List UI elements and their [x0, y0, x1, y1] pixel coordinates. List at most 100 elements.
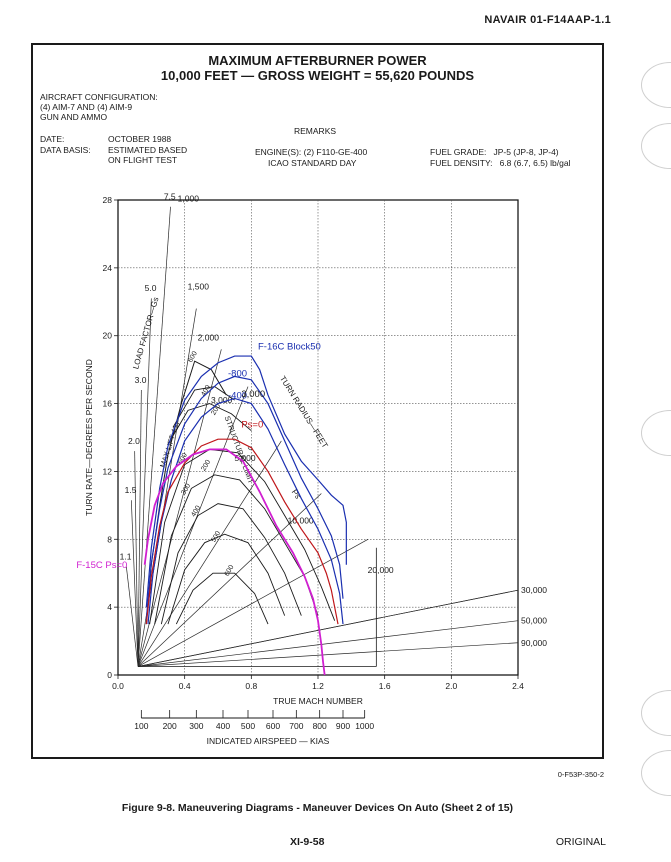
ps-value-label: 400 [170, 421, 182, 435]
turn-radius-line [137, 440, 282, 667]
turn-radius-label: 1,000 [178, 193, 200, 203]
turn-radius-line [137, 642, 519, 667]
ps-contour [154, 474, 319, 625]
aircraft-config-line1: (4) AIM-7 AND (4) AIM-9 [40, 102, 133, 112]
fuel-density: FUEL DENSITY: 6.8 (6.7, 6.5) lb/gal [430, 158, 571, 168]
load-factor-title: LOAD FACTOR—Gs [131, 296, 160, 370]
series-line [143, 448, 326, 676]
turn-radius-label: 20,000 [368, 565, 394, 575]
load-factor-label: 7.5 [164, 192, 176, 202]
chart-annotation: Ps=0 [241, 419, 263, 430]
remarks-label: REMARKS [294, 126, 337, 136]
data-basis-label: DATA BASIS: [40, 145, 91, 155]
ps-value-label: 200 [210, 403, 222, 417]
kias-tick-label: 600 [266, 721, 280, 731]
turn-radius-label: 90,000 [521, 638, 547, 648]
series-line [145, 438, 339, 625]
turn-radius-line [137, 349, 222, 667]
ps-value-label: 300 [180, 482, 192, 496]
figure-id: 0-F53P-350-2 [557, 770, 604, 779]
load-factor-label: 5.0 [145, 283, 157, 293]
turn-radius-line [137, 538, 369, 667]
status-label: ORIGINAL [555, 836, 606, 848]
data-basis-value1: ESTIMATED BASED [108, 145, 188, 155]
series-line [145, 375, 344, 620]
turn-radius-label: 1,500 [188, 282, 210, 292]
x-tick-label: 0.0 [112, 681, 124, 691]
kias-tick-label: 400 [216, 721, 230, 731]
turn-radius-title: TURN RADIUS—FEET [278, 374, 330, 449]
x-tick-label: 2.0 [445, 681, 457, 691]
chart-title-line1: MAXIMUM AFTERBURNER POWER [208, 53, 427, 68]
y-axis-title: TURN RATE—DEGREES PER SECOND [84, 359, 94, 516]
ps-value-label: 400 [200, 384, 212, 398]
load-factor-line [125, 566, 139, 667]
turn-radius-label: 5,000 [234, 453, 256, 463]
x-tick-label: 0.4 [179, 681, 191, 691]
load-factor-label: 3.0 [135, 375, 147, 385]
turn-radius-label: 10,000 [288, 516, 314, 526]
turn-radius-label: 3,000 [211, 395, 233, 405]
turn-radius-label: 50,000 [521, 616, 547, 626]
turn-radius-line [137, 589, 519, 667]
y-tick-label: 24 [103, 263, 113, 273]
series-line [145, 355, 347, 608]
ps-contour-upper [167, 403, 252, 445]
x-tick-label: 0.8 [245, 681, 257, 691]
chart-annotation: 3,000 [241, 389, 265, 400]
kias-tick-label: 1000 [355, 721, 374, 731]
remarks-atmosphere: ICAO STANDARD DAY [268, 158, 357, 168]
turn-radius-label: 30,000 [521, 585, 547, 595]
ps-contour [175, 572, 269, 625]
x-axis-title: TRUE MACH NUMBER [273, 696, 363, 706]
ps-value-label: 600 [187, 350, 199, 364]
load-factor-line [134, 451, 139, 667]
data-basis-value2: ON FLIGHT TEST [108, 155, 178, 165]
load-factor-line [137, 206, 171, 667]
kias-tick-label: 800 [313, 721, 327, 731]
ps-value-label: 0 [247, 445, 255, 452]
turn-radius-label: 2,000 [198, 332, 220, 342]
y-tick-label: 28 [103, 195, 113, 205]
y-tick-label: 12 [103, 466, 113, 476]
aircraft-config-label: AIRCRAFT CONFIGURATION: [40, 92, 158, 102]
load-factor-label: 1.5 [125, 485, 137, 495]
kias-axis-title: INDICATED AIRSPEED — KIAS [207, 736, 330, 746]
kias-tick-label: 300 [189, 721, 203, 731]
load-factor-line [130, 500, 139, 667]
series-line [147, 397, 344, 625]
load-factor-line [137, 389, 142, 667]
load-factor-label: 2.0 [128, 436, 140, 446]
document-id: NAVAIR 01-F14AAP-1.1 [484, 14, 611, 26]
figure-caption: Figure 9-8. Maneuvering Diagrams - Maneu… [121, 802, 514, 814]
kias-tick-label: 700 [289, 721, 303, 731]
chart-annotation: -800 [228, 368, 247, 379]
fuel-grade: FUEL GRADE: JP-5 (JP-8, JP-4) [430, 147, 559, 157]
ps-value-label: 600 [224, 564, 236, 578]
date-value: OCTOBER 1988 [108, 134, 172, 144]
turn-radius-line [137, 620, 519, 667]
kias-tick-label: 900 [336, 721, 350, 731]
chart-annotation: -400 [228, 390, 247, 401]
ps-contour [149, 448, 336, 625]
y-tick-label: 0 [107, 670, 112, 680]
chart-annotation: F-16C Block50 [258, 341, 321, 352]
kias-tick-label: 200 [163, 721, 177, 731]
ps-contour [167, 533, 286, 625]
load-factor-label: 1.1 [120, 551, 132, 561]
remarks-engine: ENGINE(S): (2) F110-GE-400 [255, 147, 368, 157]
ps-label: Ps [290, 488, 303, 501]
x-tick-label: 1.6 [379, 681, 391, 691]
figure-frame [31, 43, 604, 759]
chart-title-line2: 10,000 FEET — GROSS WEIGHT = 55,620 POUN… [160, 68, 475, 83]
chart-annotation: F-15C Ps=0 [76, 560, 127, 571]
date-label: DATE: [40, 134, 65, 144]
ps-contour [160, 503, 302, 625]
y-tick-label: 16 [103, 399, 113, 409]
y-tick-label: 20 [103, 331, 113, 341]
y-tick-label: 8 [107, 534, 112, 544]
kias-tick-label: 500 [241, 721, 255, 731]
ps-value-label: 200 [200, 459, 212, 473]
x-tick-label: 2.4 [512, 681, 524, 691]
page-number: XI-9-58 [290, 836, 325, 848]
